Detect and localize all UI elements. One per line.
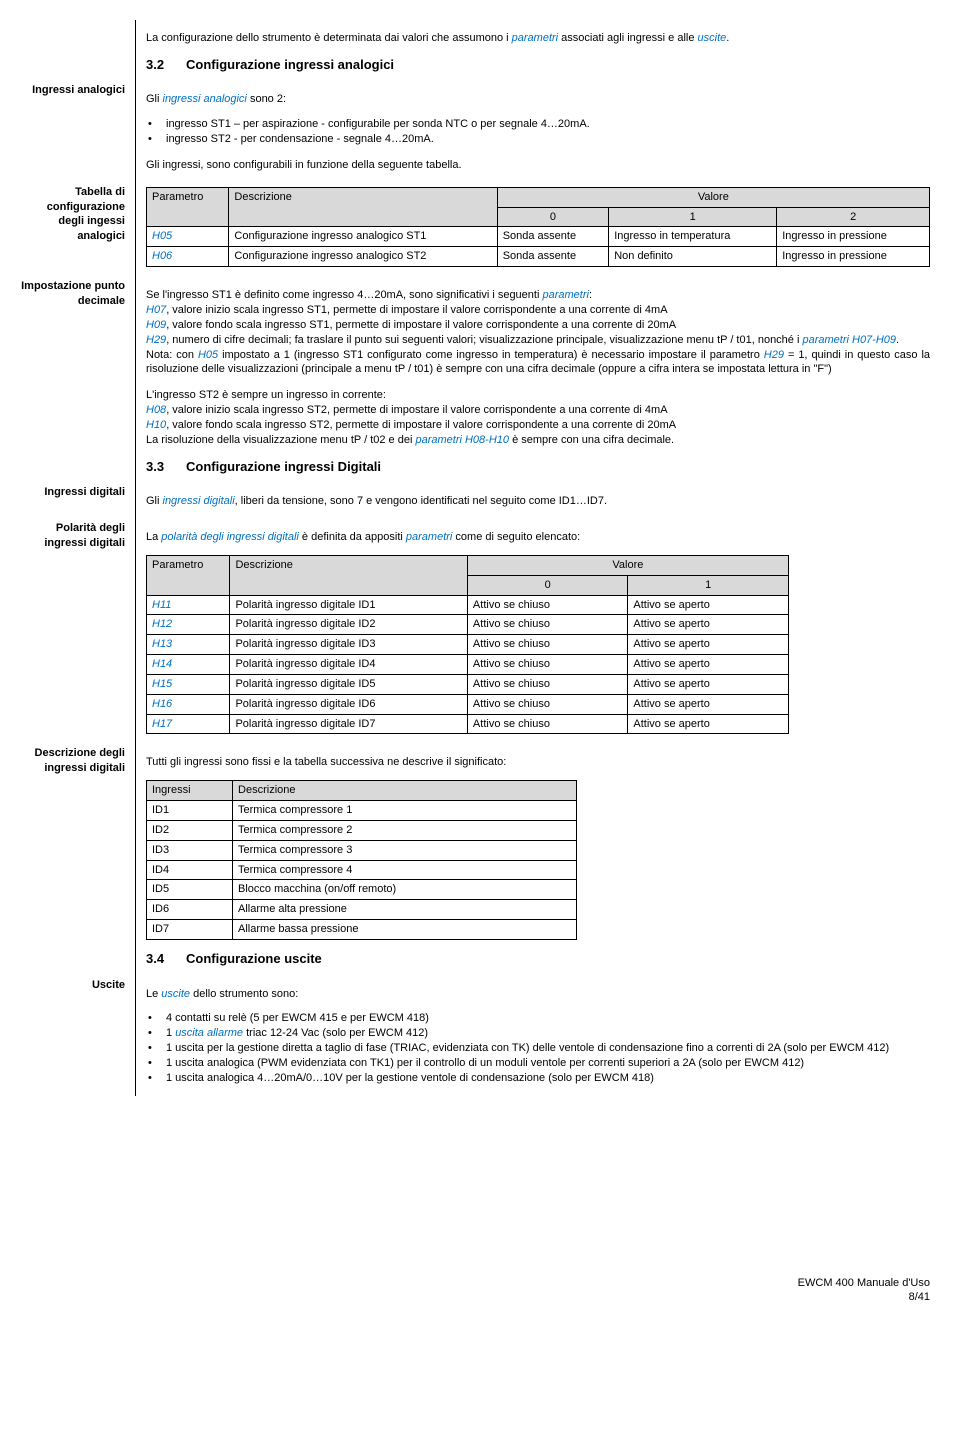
table-row: ID1Termica compressore 1 — [147, 801, 577, 821]
list-item: ingresso ST1 – per aspirazione - configu… — [166, 117, 930, 132]
uscite-list: 4 contatti su relè (5 per EWCM 415 e per… — [146, 1011, 930, 1085]
p-ing-an-2: Gli ingressi, sono configurabili in funz… — [146, 158, 930, 173]
table-row: ID7Allarme bassa pressione — [147, 920, 577, 940]
table-row: ID6Allarme alta pressione — [147, 900, 577, 920]
table-row: H13Polarità ingresso digitale ID3Attivo … — [147, 635, 789, 655]
heading-3-4: 3.4Configurazione uscite — [146, 950, 930, 968]
table-row: ID4Termica compressore 4 — [147, 860, 577, 880]
list-item: 1 uscita allarme triac 12-24 Vac (solo p… — [166, 1026, 930, 1041]
p-dig: Gli ingressi digitali, liberi da tension… — [146, 494, 930, 509]
table-row: H06 Configurazione ingresso analogico ST… — [147, 247, 930, 267]
side-descrizione-dig: Descrizione degli ingressi digitali — [20, 744, 125, 975]
imp-paragraph-2: L'ingresso ST2 è sempre un ingresso in c… — [146, 388, 930, 447]
intro-text: La configurazione dello strumento è dete… — [146, 31, 930, 46]
side-polarita: Polarità degli ingressi digitali — [20, 519, 125, 744]
list-item: 1 uscita analogica 4…20mA/0…10V per la g… — [166, 1071, 930, 1086]
page-footer: EWCM 400 Manuale d'Uso 8/41 — [20, 1276, 930, 1306]
list-item: 1 uscita analogica (PWM evidenziata con … — [166, 1056, 930, 1071]
table-row: H11Polarità ingresso digitale ID1Attivo … — [147, 595, 789, 615]
heading-3-3: 3.3Configurazione ingressi Digitali — [146, 458, 930, 476]
table-row: H14Polarità ingresso digitale ID4Attivo … — [147, 655, 789, 675]
side-uscite: Uscite — [20, 976, 125, 1096]
list-item: 1 uscita per la gestione diretta a tagli… — [166, 1041, 930, 1056]
table-row: H15Polarità ingresso digitale ID5Attivo … — [147, 674, 789, 694]
side-impostazione: Impostazione punto decimale — [20, 277, 125, 483]
p-uscite: Le uscite dello strumento sono: — [146, 987, 930, 1002]
table-row: ID2Termica compressore 2 — [147, 820, 577, 840]
table-row: H12Polarità ingresso digitale ID2Attivo … — [147, 615, 789, 635]
side-ingressi-digitali: Ingressi digitali — [20, 483, 125, 519]
side-tabella-an: Tabella di configurazione degli ingessi … — [20, 183, 125, 277]
table-row: ID5Blocco macchina (on/off remoto) — [147, 880, 577, 900]
table-dig-desc: IngressiDescrizione ID1Termica compresso… — [146, 780, 577, 940]
ing-an-list: ingresso ST1 – per aspirazione - configu… — [146, 117, 930, 147]
table-analog-config: Parametro Descrizione Valore 0 1 2 H05 C… — [146, 187, 930, 267]
imp-paragraph: Se l'ingresso ST1 è definito come ingres… — [146, 288, 930, 377]
p-ing-an: Gli ingressi analogici sono 2: — [146, 92, 930, 107]
table-row: H05 Configurazione ingresso analogico ST… — [147, 227, 930, 247]
table-row: ID3Termica compressore 3 — [147, 840, 577, 860]
p-pol: La polarità degli ingressi digitali è de… — [146, 530, 930, 545]
list-item: 4 contatti su relè (5 per EWCM 415 e per… — [166, 1011, 930, 1026]
table-row: H16Polarità ingresso digitale ID6Attivo … — [147, 694, 789, 714]
p-desc-dig: Tutti gli ingressi sono fissi e la tabel… — [146, 755, 930, 770]
table-row: H17Polarità ingresso digitale ID7Attivo … — [147, 714, 789, 734]
side-ingressi-analogici: Ingressi analogici — [20, 81, 125, 182]
heading-3-2: 3.2Configurazione ingressi analogici — [146, 56, 930, 74]
list-item: ingresso ST2 - per condensazione - segna… — [166, 132, 930, 147]
table-polarity: Parametro Descrizione Valore 0 1 H11Pola… — [146, 555, 789, 735]
